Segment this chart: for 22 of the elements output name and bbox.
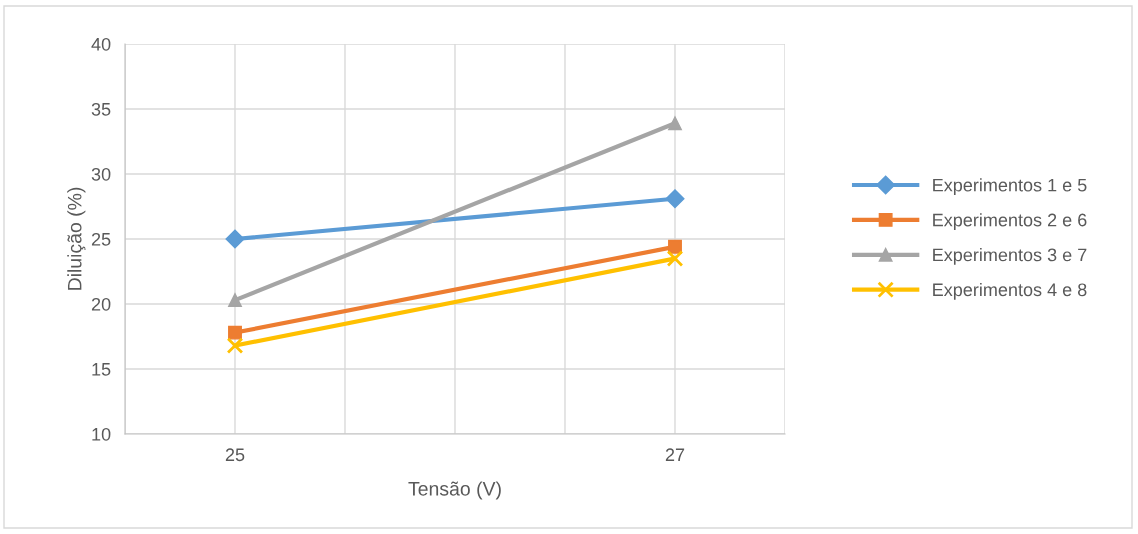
point	[668, 239, 682, 254]
point	[228, 293, 242, 308]
x-axis-title: Tensão (V)	[408, 481, 501, 500]
point	[668, 116, 682, 131]
point	[226, 337, 244, 354]
legend-label: Experimentos 1 e 5	[933, 178, 1087, 196]
legend-label: Experimentos 2 e 6	[933, 213, 1087, 230]
y-tick-label: 25	[91, 232, 111, 246]
point	[665, 189, 685, 209]
y-axis-title: Diluição (%)	[67, 187, 86, 290]
legend-label: Experimentos 3 e 7	[933, 248, 1087, 265]
x-tick-label: 27	[665, 448, 685, 461]
y-tick-label: 35	[91, 102, 111, 116]
point	[225, 229, 245, 249]
point	[228, 325, 242, 340]
legend-label: Experimentos 4 e 8	[933, 282, 1087, 300]
y-tick-label: 30	[91, 167, 111, 181]
point	[666, 250, 684, 267]
y-tick-label: 15	[92, 363, 111, 376]
y-tick-label: 10	[92, 427, 111, 441]
y-tick-label: 40	[91, 37, 111, 51]
y-tick-label: 20	[91, 297, 111, 311]
